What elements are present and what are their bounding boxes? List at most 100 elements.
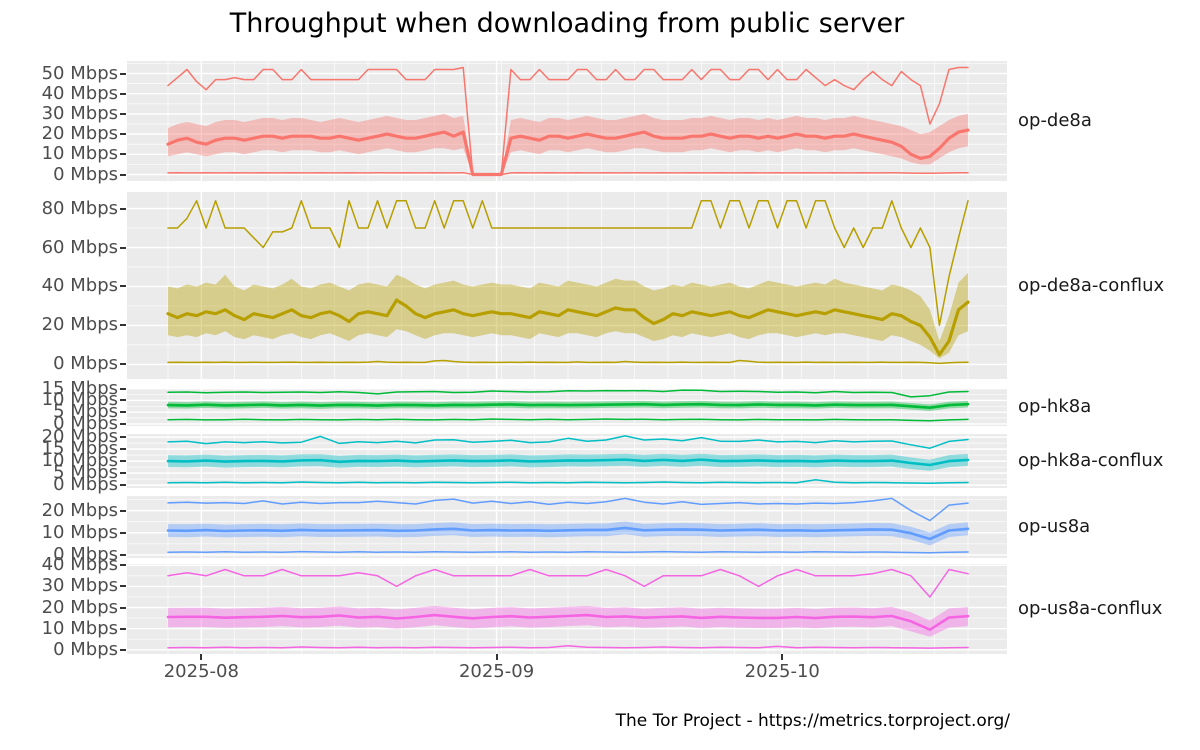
y-tick-label: 5 Mbps (53, 401, 118, 423)
y-tick-mark (120, 509, 126, 512)
y-tick-mark (120, 448, 126, 451)
ribbon-op-de8a-conflux (168, 272, 968, 359)
y-tick-mark (120, 399, 126, 402)
y-tick-label: 80 Mbps (41, 197, 118, 219)
facet-label-op-us8a-conflux: op-us8a-conflux (1018, 598, 1163, 619)
ribbon-op-de8a (168, 113, 968, 175)
max-line-op-hk8a-conflux (167, 435, 969, 449)
y-tick-label: 0 Mbps (53, 638, 118, 660)
y-tick-label: 40 Mbps (41, 82, 118, 104)
y-tick-mark (120, 207, 126, 210)
max-line-op-de8a-conflux (167, 200, 969, 327)
y-tick-mark (120, 436, 126, 439)
x-tick-label: 2025-08 (163, 661, 239, 682)
y-tick-label: 50 Mbps (41, 62, 118, 84)
x-tick-mark (495, 654, 498, 660)
facet-label-op-us8a: op-us8a (1018, 516, 1091, 537)
y-tick-label: 0 Mbps (53, 474, 118, 496)
y-tick-mark (120, 422, 126, 425)
y-tick-mark (120, 92, 126, 95)
y-tick-label: 30 Mbps (41, 102, 118, 124)
y-tick-label: 20 Mbps (41, 426, 118, 448)
facet-panel-op-hk8a-conflux (127, 434, 1007, 488)
x-tick-mark (200, 654, 203, 660)
y-tick-mark (120, 387, 126, 390)
footer-credit: The Tor Project - https://metrics.torpro… (615, 711, 1010, 731)
facet-panel-op-us8a-conflux (127, 564, 1007, 654)
y-tick-mark (120, 460, 126, 463)
y-tick-label: 10 Mbps (41, 450, 118, 472)
min-line-op-hk8a (167, 418, 969, 422)
ribbon-op-us8a (168, 521, 968, 546)
facet-panel-op-hk8a (127, 388, 1007, 426)
median-line-op-de8a-conflux (166, 298, 970, 357)
y-tick-mark (120, 285, 126, 288)
y-tick-mark (120, 246, 126, 249)
y-tick-label: 20 Mbps (41, 596, 118, 618)
y-tick-label: 10 Mbps (41, 617, 118, 639)
y-tick-mark (120, 72, 126, 75)
median-line-op-us8a (166, 526, 970, 541)
y-tick-mark (120, 173, 126, 176)
y-tick-label: 10 Mbps (41, 143, 118, 165)
min-line-op-us8a (167, 550, 969, 554)
y-tick-mark (120, 133, 126, 136)
y-tick-label: 0 Mbps (53, 353, 118, 375)
y-tick-label: 30 Mbps (41, 575, 118, 597)
y-tick-label: 40 Mbps (41, 554, 118, 576)
y-tick-label: 20 Mbps (41, 499, 118, 521)
y-tick-label: 60 Mbps (41, 236, 118, 258)
x-tick-mark (781, 654, 784, 660)
median-line-op-hk8a-conflux (166, 458, 970, 467)
y-tick-mark (120, 472, 126, 475)
y-tick-label: 0 Mbps (53, 412, 118, 434)
y-tick-label: 20 Mbps (41, 314, 118, 336)
y-tick-label: 40 Mbps (41, 275, 118, 297)
y-tick-mark (120, 112, 126, 115)
y-tick-label: 0 Mbps (53, 543, 118, 565)
y-tick-mark (120, 553, 126, 556)
max-line-op-us8a-conflux (167, 568, 969, 598)
y-tick-mark (120, 648, 126, 651)
max-line-op-us8a (167, 497, 969, 522)
y-tick-mark (120, 606, 126, 609)
y-tick-mark (120, 324, 126, 327)
median-line-op-us8a-conflux (166, 613, 970, 631)
facet-label-op-de8a-conflux: op-de8a-conflux (1018, 274, 1165, 296)
y-tick-mark (120, 153, 126, 156)
y-tick-mark (120, 484, 126, 487)
min-line-op-hk8a-conflux (167, 479, 969, 484)
y-tick-label: 20 Mbps (41, 123, 118, 145)
y-tick-label: 15 Mbps (41, 438, 118, 460)
y-tick-mark (120, 585, 126, 588)
y-tick-mark (120, 411, 126, 414)
facet-panel-op-us8a (127, 496, 1007, 558)
facet-panel-op-de8a-conflux (127, 192, 1007, 379)
y-tick-label: 10 Mbps (41, 521, 118, 543)
min-line-op-us8a-conflux (167, 645, 969, 649)
max-line-op-de8a (167, 66, 969, 176)
y-tick-mark (120, 531, 126, 534)
y-tick-label: 10 Mbps (41, 389, 118, 411)
ribbon-op-hk8a-conflux (168, 453, 968, 471)
facet-label-op-de8a: op-de8a (1018, 110, 1092, 131)
median-line-op-de8a (166, 128, 970, 177)
x-tick-label: 2025-09 (458, 661, 535, 682)
min-line-op-de8a (167, 171, 969, 176)
facet-label-op-hk8a: op-hk8a (1018, 396, 1092, 417)
ribbon-op-us8a-conflux (168, 606, 968, 637)
x-tick-label: 2025-10 (744, 661, 820, 682)
y-tick-label: 15 Mbps (41, 377, 118, 399)
chart-title: Throughput when downloading from public … (229, 8, 905, 39)
median-line-op-hk8a (166, 402, 970, 410)
y-tick-mark (120, 564, 126, 567)
y-tick-label: 5 Mbps (53, 462, 118, 484)
y-tick-label: 0 Mbps (53, 163, 118, 185)
facet-label-op-hk8a-conflux: op-hk8a-conflux (1018, 450, 1164, 471)
min-line-op-de8a-conflux (167, 359, 969, 365)
facet-panel-op-de8a (127, 61, 1007, 181)
max-line-op-hk8a (167, 389, 969, 398)
y-tick-mark (120, 627, 126, 630)
y-tick-mark (120, 363, 126, 366)
